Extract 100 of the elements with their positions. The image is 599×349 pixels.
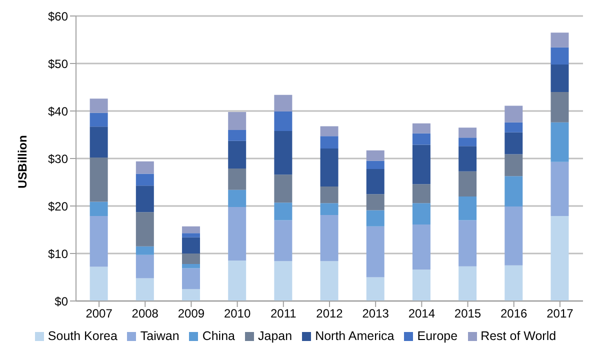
bar bbox=[182, 264, 200, 268]
bar bbox=[228, 190, 246, 207]
bar bbox=[320, 136, 338, 149]
bar bbox=[274, 94, 292, 112]
y-axis-title: USBillion bbox=[15, 135, 30, 188]
bar bbox=[136, 161, 154, 174]
bar bbox=[274, 220, 292, 262]
x-tick-label: 2017 bbox=[546, 306, 574, 321]
x-tick-label: 2016 bbox=[500, 306, 528, 321]
bar bbox=[550, 47, 569, 64]
bar bbox=[458, 220, 477, 266]
bar bbox=[366, 160, 384, 169]
x-tick-label: 2014 bbox=[408, 306, 436, 321]
bar bbox=[550, 64, 569, 92]
x-tick-label: 2010 bbox=[224, 306, 251, 321]
bar bbox=[504, 206, 523, 266]
bar bbox=[504, 106, 523, 122]
y-tick-label: $0 bbox=[54, 294, 68, 308]
legend-label: Taiwan bbox=[140, 329, 180, 343]
bar bbox=[504, 122, 523, 132]
legend-label: Europe bbox=[417, 329, 458, 343]
y-tick-label: $10 bbox=[48, 246, 68, 261]
y-tick-label: $30 bbox=[48, 152, 68, 166]
bar bbox=[228, 130, 246, 141]
bar bbox=[504, 176, 523, 206]
bar bbox=[458, 266, 477, 301]
bar bbox=[182, 268, 200, 290]
bar bbox=[366, 150, 384, 161]
bar bbox=[458, 128, 477, 138]
x-tick-label: 2012 bbox=[316, 306, 344, 321]
bar bbox=[366, 194, 384, 210]
bar bbox=[320, 215, 338, 262]
bar bbox=[550, 122, 569, 162]
x-tick-label: 2013 bbox=[362, 306, 390, 321]
legend-label: China bbox=[202, 329, 235, 343]
bar bbox=[136, 186, 154, 212]
y-tick-label: $60 bbox=[48, 9, 68, 24]
bar bbox=[550, 92, 569, 122]
x-tick-label: 2011 bbox=[270, 306, 297, 321]
y-tick-label: $40 bbox=[48, 104, 68, 118]
bar bbox=[228, 206, 246, 261]
bar bbox=[274, 130, 292, 175]
x-tick-label: 2009 bbox=[178, 306, 205, 321]
bar bbox=[550, 216, 569, 301]
legend-label: Japan bbox=[258, 329, 292, 343]
bar bbox=[320, 186, 338, 204]
bar bbox=[136, 246, 154, 255]
bar bbox=[90, 126, 108, 158]
bar bbox=[182, 237, 200, 254]
bar bbox=[228, 168, 246, 190]
bar bbox=[412, 224, 430, 270]
x-tick-label: 2015 bbox=[454, 306, 482, 321]
legend-label: Rest of World bbox=[480, 329, 556, 343]
bar bbox=[90, 98, 108, 113]
bar bbox=[182, 289, 200, 301]
bar bbox=[182, 226, 200, 234]
y-tick-label: $20 bbox=[48, 199, 68, 214]
bar bbox=[412, 184, 430, 204]
bar bbox=[550, 32, 569, 48]
bar bbox=[274, 261, 292, 301]
bar bbox=[136, 278, 154, 301]
bar bbox=[412, 123, 430, 134]
x-tick-label: 2007 bbox=[86, 306, 113, 321]
bar bbox=[228, 260, 246, 301]
bar bbox=[458, 146, 477, 172]
bar bbox=[182, 233, 200, 238]
bar bbox=[412, 203, 430, 225]
bar bbox=[366, 168, 384, 194]
legend-label: North America bbox=[315, 329, 394, 343]
bar bbox=[458, 196, 477, 220]
bar bbox=[320, 126, 338, 136]
bar bbox=[136, 212, 154, 246]
bar bbox=[320, 148, 338, 187]
bar bbox=[274, 111, 292, 131]
y-tick-label: $50 bbox=[48, 56, 68, 71]
bar bbox=[412, 270, 430, 301]
bar bbox=[228, 112, 246, 130]
bar bbox=[90, 216, 108, 267]
bar bbox=[136, 174, 154, 186]
bar bbox=[550, 162, 569, 216]
bar bbox=[458, 171, 477, 196]
bar bbox=[90, 202, 108, 216]
bar bbox=[504, 265, 523, 301]
bar bbox=[458, 138, 477, 146]
bar bbox=[90, 266, 108, 301]
bar bbox=[90, 158, 108, 202]
x-tick-label: 2008 bbox=[132, 306, 159, 321]
bar bbox=[228, 140, 246, 168]
legend-label: South Korea bbox=[48, 329, 118, 343]
bar bbox=[320, 261, 338, 301]
bar bbox=[90, 112, 108, 127]
bar bbox=[366, 210, 384, 226]
bar bbox=[366, 226, 384, 278]
bar bbox=[504, 154, 523, 176]
bar bbox=[412, 133, 430, 145]
bar bbox=[320, 203, 338, 216]
bar bbox=[412, 144, 430, 184]
bar bbox=[366, 277, 384, 301]
bar bbox=[274, 202, 292, 220]
bar bbox=[182, 254, 200, 264]
